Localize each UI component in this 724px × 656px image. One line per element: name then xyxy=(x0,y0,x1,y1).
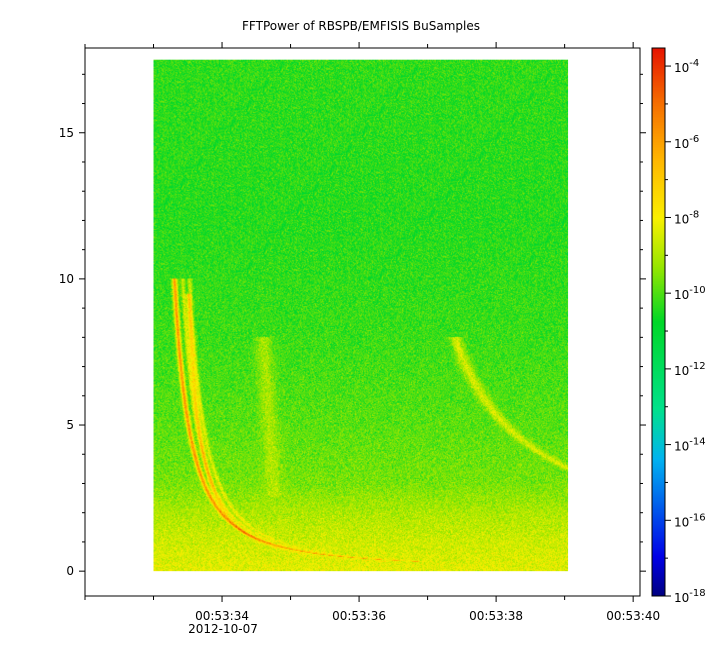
colorbar-tick-label: 10-6 xyxy=(674,134,699,151)
colorbar-tick-label: 10-16 xyxy=(674,512,706,529)
x-tick-label: 00:53:34 xyxy=(195,609,249,623)
colorbar-tick-label: 10-12 xyxy=(674,361,706,378)
x-axis: 00:53:34 00:53:36 00:53:38 00:53:40 xyxy=(84,42,660,623)
y-tick-label: 10 xyxy=(59,272,74,286)
colorbar-frame xyxy=(651,47,666,597)
spectrogram-image xyxy=(153,59,569,572)
colorbar-tick-label: 10-4 xyxy=(674,58,699,75)
x-axis-date-label: 2012-10-07 xyxy=(188,622,258,636)
colorbar-tick-label: 10-8 xyxy=(674,209,699,226)
colorbar-tick-label: 10-10 xyxy=(674,285,706,302)
x-tick-label: 00:53:40 xyxy=(606,609,660,623)
y-tick-label: 0 xyxy=(66,564,74,578)
x-tick-label: 00:53:36 xyxy=(332,609,386,623)
chart-title: FFTPower of RBSPB/EMFISIS BuSamples xyxy=(242,19,480,33)
colorbar-gradient xyxy=(652,48,665,596)
y-axis: 0 5 10 15 xyxy=(59,73,646,578)
colorbar-tick-label: 10-14 xyxy=(674,437,706,454)
y-tick-label: 15 xyxy=(59,126,74,140)
x-tick-label: 00:53:38 xyxy=(469,609,523,623)
y-tick-label: 5 xyxy=(66,418,74,432)
colorbar-tick-label: 10-18 xyxy=(674,588,706,605)
colorbar-axis: 10-18 10-16 10-14 10-12 10-10 10-8 10-6 10-4 xyxy=(665,58,706,605)
